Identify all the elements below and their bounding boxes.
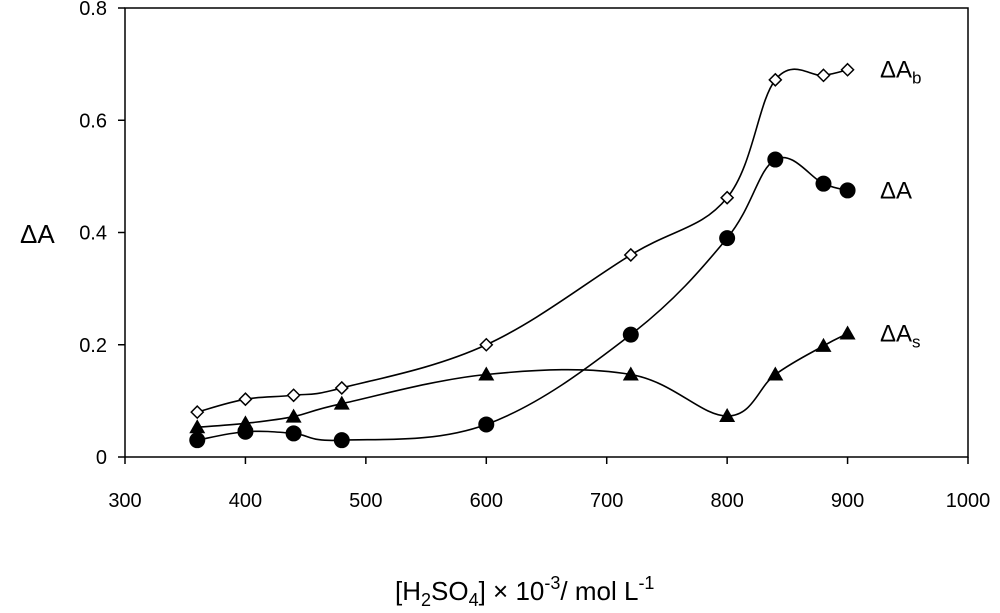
- point-delta-ab-1: [238, 392, 253, 407]
- point-delta-ab-4: [479, 337, 494, 352]
- x-tick-label-5: 800: [710, 490, 743, 512]
- x-tick-label-1: 400: [229, 490, 262, 512]
- y-tick-label-2: 0.4: [79, 223, 107, 245]
- point-delta-a-9: [839, 182, 856, 199]
- y-tick-label-3: 0.6: [79, 110, 107, 132]
- point-delta-ab-7: [768, 72, 783, 87]
- series-label-delta-a: ΔA: [880, 177, 912, 204]
- x-axis-label: [H2SO4] × 10-3/ mol L-1: [395, 573, 654, 610]
- point-delta-ab-5: [623, 247, 638, 263]
- y-tick-label-1: 0.2: [79, 335, 107, 357]
- point-delta-a-3: [333, 432, 350, 449]
- point-delta-ab-9: [840, 62, 855, 77]
- x-tick-label-2: 500: [349, 490, 382, 512]
- y-axis-label: ΔA: [20, 219, 55, 249]
- series-line-delta-as: [197, 332, 848, 429]
- point-delta-as-1: [237, 415, 254, 430]
- point-delta-as-8: [815, 337, 832, 352]
- point-delta-a-2: [285, 425, 302, 442]
- x-tick-label-7: 1000: [946, 490, 991, 512]
- series-label-delta-as: ΔAs: [880, 321, 921, 352]
- point-delta-as-2: [285, 408, 302, 423]
- point-delta-a-5: [622, 326, 639, 343]
- series-line-delta-ab: [197, 68, 848, 413]
- series-curves: [197, 68, 848, 442]
- point-delta-ab-2: [286, 388, 301, 403]
- point-delta-ab-8: [816, 68, 831, 83]
- x-tick-label-3: 600: [470, 490, 503, 512]
- point-delta-as-6: [719, 408, 736, 423]
- point-delta-ab-6: [720, 190, 735, 205]
- point-delta-a-8: [815, 175, 832, 192]
- x-tick-label-4: 700: [590, 490, 623, 512]
- point-delta-as-7: [767, 366, 784, 381]
- point-delta-a-6: [719, 230, 736, 247]
- point-delta-as-3: [333, 395, 350, 410]
- point-delta-ab-0: [190, 405, 205, 420]
- series-labels: ΔAb ΔA ΔAs: [880, 57, 922, 352]
- point-delta-as-4: [478, 366, 495, 381]
- y-tick-label-0: 0: [96, 447, 107, 469]
- point-delta-as-9: [839, 325, 856, 340]
- series-label-delta-ab: ΔAb: [880, 57, 922, 88]
- x-tick-label-6: 900: [831, 490, 864, 512]
- point-delta-ab-3: [334, 380, 349, 396]
- series-markers: [189, 62, 856, 449]
- point-delta-a-4: [478, 416, 495, 433]
- plot-frame: [124, 7, 969, 458]
- point-delta-as-0: [189, 419, 206, 434]
- point-delta-a-7: [767, 151, 784, 168]
- y-tick-label-4: 0.8: [79, 0, 107, 20]
- point-delta-as-5: [622, 366, 639, 381]
- point-delta-a-0: [189, 432, 206, 449]
- axis-ticks: 300 400 500 600 700 800 900 1000 0 0.2 0.4 0.6 0.8: [79, 0, 990, 512]
- x-tick-label-0: 300: [108, 490, 141, 512]
